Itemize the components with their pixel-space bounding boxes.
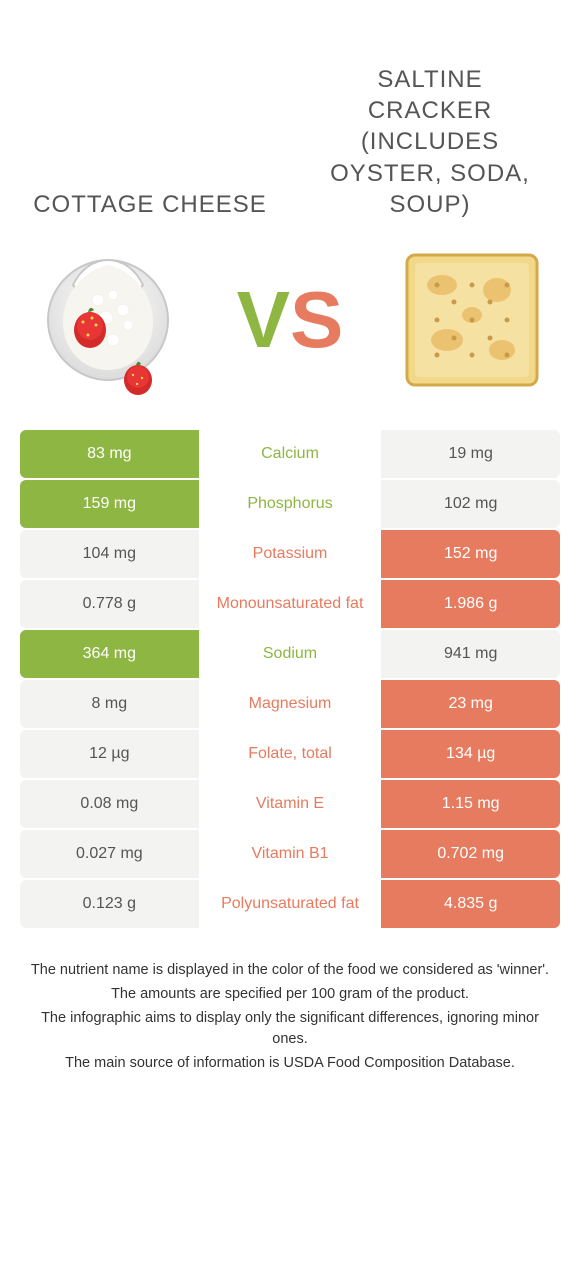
header-titles: COTTAGE CHEESE SALTINE CRACKER (INCLUDES… xyxy=(0,0,580,220)
food2-value: 19 mg xyxy=(381,430,560,478)
food2-value: 1.15 mg xyxy=(381,780,560,828)
food1-image xyxy=(10,240,206,400)
food1-value: 83 mg xyxy=(20,430,201,478)
food2-value: 4.835 g xyxy=(381,880,560,928)
table-row: 159 mgPhosphorus102 mg xyxy=(20,480,560,530)
food1-value: 159 mg xyxy=(20,480,201,528)
images-row: VS xyxy=(0,220,580,430)
table-row: 0.778 gMonounsaturated fat1.986 g xyxy=(20,580,560,630)
food1-value: 0.778 g xyxy=(20,580,201,628)
food1-value: 8 mg xyxy=(20,680,201,728)
table-row: 83 mgCalcium19 mg xyxy=(20,430,560,480)
vs-s: S xyxy=(290,275,343,364)
vs-v: V xyxy=(237,275,290,364)
footer-line-2: The amounts are specified per 100 gram o… xyxy=(30,984,550,1006)
food2-image xyxy=(374,245,570,395)
nutrient-name: Magnesium xyxy=(201,680,382,728)
food1-value: 0.027 mg xyxy=(20,830,201,878)
footer-line-3: The infographic aims to display only the… xyxy=(30,1008,550,1052)
food1-value: 0.08 mg xyxy=(20,780,201,828)
footer-line-4: The main source of information is USDA F… xyxy=(30,1053,550,1075)
vs-label: VS xyxy=(206,274,374,366)
food2-value: 941 mg xyxy=(381,630,560,678)
table-row: 0.08 mgVitamin E1.15 mg xyxy=(20,780,560,830)
food2-value: 134 µg xyxy=(381,730,560,778)
food1-value: 0.123 g xyxy=(20,880,201,928)
table-row: 0.123 gPolyunsaturated fat4.835 g xyxy=(20,880,560,930)
food2-value: 0.702 mg xyxy=(381,830,560,878)
food2-value: 152 mg xyxy=(381,530,560,578)
food1-value: 12 µg xyxy=(20,730,201,778)
food1-value: 104 mg xyxy=(20,530,201,578)
table-row: 12 µgFolate, total134 µg xyxy=(20,730,560,780)
food1-value: 364 mg xyxy=(20,630,201,678)
nutrient-name: Sodium xyxy=(201,630,382,678)
nutrient-name: Vitamin B1 xyxy=(201,830,382,878)
food1-title: COTTAGE CHEESE xyxy=(32,189,267,220)
nutrient-table: 83 mgCalcium19 mg159 mgPhosphorus102 mg1… xyxy=(0,430,580,930)
nutrient-name: Folate, total xyxy=(201,730,382,778)
food2-value: 1.986 g xyxy=(381,580,560,628)
footer-notes: The nutrient name is displayed in the co… xyxy=(0,930,580,1075)
nutrient-name: Vitamin E xyxy=(201,780,382,828)
food2-value: 102 mg xyxy=(381,480,560,528)
table-row: 364 mgSodium941 mg xyxy=(20,630,560,680)
food2-title: SALTINE CRACKER (INCLUDES OYSTER, SODA, … xyxy=(312,64,547,220)
food2-value: 23 mg xyxy=(381,680,560,728)
nutrient-name: Calcium xyxy=(201,430,382,478)
table-row: 8 mgMagnesium23 mg xyxy=(20,680,560,730)
table-row: 104 mgPotassium152 mg xyxy=(20,530,560,580)
nutrient-name: Monounsaturated fat xyxy=(201,580,382,628)
table-row: 0.027 mgVitamin B10.702 mg xyxy=(20,830,560,880)
footer-line-1: The nutrient name is displayed in the co… xyxy=(30,960,550,982)
nutrient-name: Polyunsaturated fat xyxy=(201,880,382,928)
nutrient-name: Potassium xyxy=(201,530,382,578)
nutrient-name: Phosphorus xyxy=(201,480,382,528)
